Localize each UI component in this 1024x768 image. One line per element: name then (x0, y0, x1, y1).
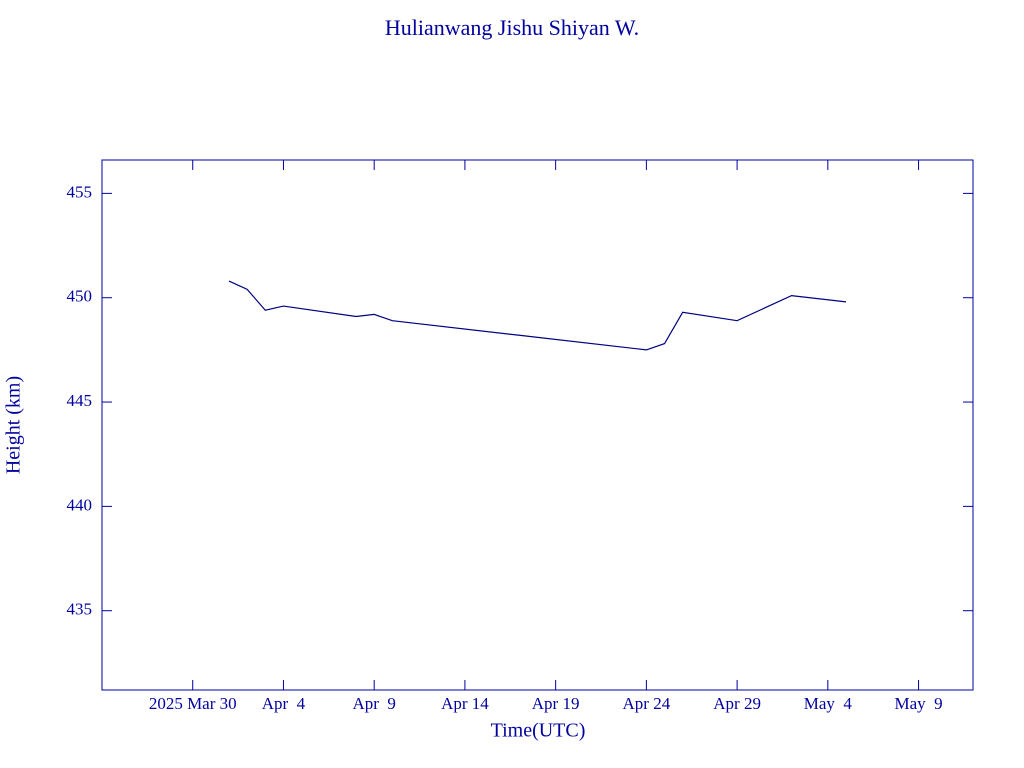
y-tick-label: 445 (67, 391, 93, 410)
x-tick-label: May 4 (804, 694, 853, 713)
x-tick-label: Apr 24 (623, 694, 671, 713)
x-tick-label: Apr 14 (441, 694, 489, 713)
x-tick-label: 2025 Mar 30 (149, 694, 237, 713)
y-tick-label: 450 (67, 287, 93, 306)
x-tick-label: Apr 9 (352, 694, 395, 713)
chart-title: Hulianwang Jishu Shiyan W. (385, 15, 639, 40)
x-tick-label: Apr 29 (713, 694, 761, 713)
y-axis-label: Height (km) (3, 376, 25, 474)
x-tick-label: Apr 4 (262, 694, 306, 713)
x-tick-label: Apr 19 (532, 694, 580, 713)
plot-frame (101, 159, 974, 691)
y-tick-label: 435 (67, 600, 93, 619)
x-axis-label: Time(UTC) (491, 720, 586, 742)
data-line (228, 280, 847, 351)
x-tick-label: May 9 (894, 694, 942, 713)
y-tick-label: 440 (67, 495, 93, 514)
y-tick-label: 455 (67, 182, 93, 201)
